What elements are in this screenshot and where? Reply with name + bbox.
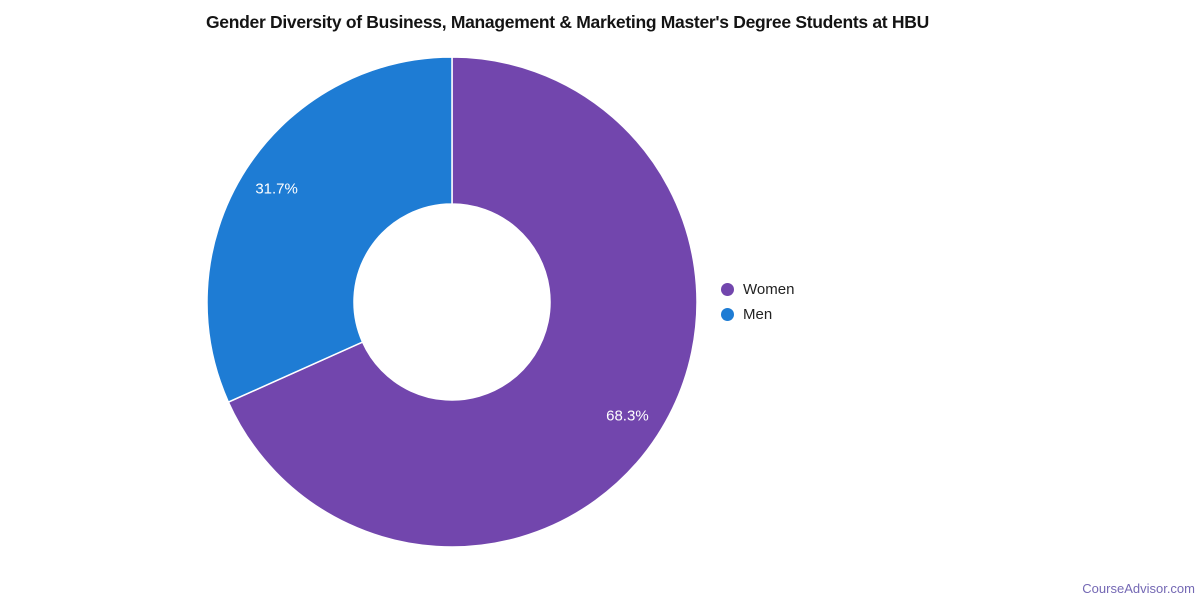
legend-swatch-women-icon — [721, 283, 734, 296]
legend-item-women: Women — [721, 277, 794, 302]
pie-slice-women[interactable] — [227, 56, 698, 548]
legend: Women Men — [721, 277, 794, 327]
slice-label-men: 31.7% — [255, 180, 298, 197]
legend-label-women: Women — [743, 281, 795, 298]
legend-label-men: Men — [743, 306, 773, 323]
legend-swatch-men-icon — [721, 308, 734, 321]
chart-title: Gender Diversity of Business, Management… — [206, 12, 929, 32]
attribution-link[interactable]: CourseAdvisor.com — [1082, 581, 1195, 596]
legend-item-men: Men — [721, 302, 794, 327]
pie-slice-men[interactable] — [206, 56, 453, 404]
slice-label-women: 68.3% — [606, 408, 649, 425]
